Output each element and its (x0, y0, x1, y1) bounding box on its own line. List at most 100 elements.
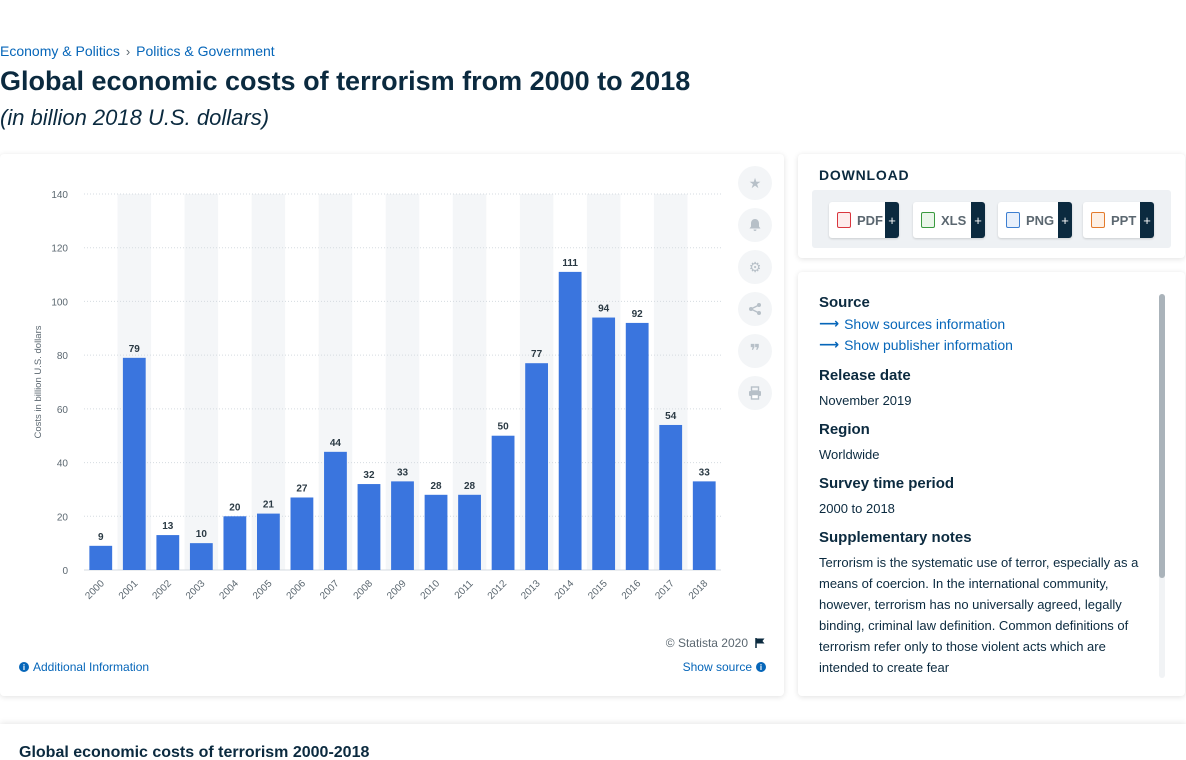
release-value: November 2019 (819, 393, 912, 408)
related-card: Global economic costs of terrorism 2000-… (0, 724, 1186, 760)
share-button[interactable] (738, 292, 772, 326)
settings-button[interactable]: ⚙ (738, 250, 772, 284)
notes-heading: Supplementary notes (819, 529, 972, 546)
data-label: 28 (430, 481, 442, 492)
data-label: 44 (330, 438, 342, 449)
info-content[interactable]: Source ⟶ Show sources information ⟶ Show… (819, 294, 1149, 678)
y-axis-label: Costs in billion U.S. dollars (33, 325, 44, 438)
download-pdf-button[interactable]: PDF + (829, 202, 899, 238)
y-tick-label: 120 (51, 244, 68, 255)
data-label: 27 (296, 483, 308, 494)
page-title: Global economic costs of terrorism from … (0, 66, 691, 96)
share-icon (749, 303, 761, 315)
data-label: 50 (498, 422, 510, 433)
x-tick-label: 2004 (217, 578, 241, 602)
download-pdf-label: PDF (857, 212, 883, 228)
release-heading: Release date (819, 367, 911, 384)
bar (122, 357, 146, 570)
notes-value: Terrorism is the systematic use of terro… (819, 555, 1139, 675)
download-bar: PDF + XLS + PNG + PPT + (812, 190, 1171, 248)
data-label: 77 (531, 349, 543, 360)
y-tick-label: 40 (57, 459, 69, 470)
page-subtitle: (in billion 2018 U.S. dollars) (0, 105, 270, 130)
show-publisher-link[interactable]: ⟶ Show publisher information (819, 336, 1149, 353)
xls-file-icon (921, 212, 935, 228)
bar (324, 451, 347, 570)
breadcrumb-politics-government[interactable]: Politics & Government (136, 43, 275, 59)
plus-icon: + (1058, 202, 1072, 238)
region-value: Worldwide (819, 447, 880, 462)
bar (625, 322, 649, 570)
breadcrumb: Economy & Politics › Politics & Governme… (0, 43, 275, 59)
survey-heading: Survey time period (819, 475, 955, 492)
x-tick-label: 2018 (687, 578, 711, 602)
data-label: 79 (129, 344, 141, 355)
bar (659, 424, 683, 570)
x-tick-label: 2000 (83, 578, 107, 602)
data-label: 10 (196, 529, 208, 540)
info-icon: i (19, 662, 29, 672)
x-tick-label: 2015 (586, 578, 610, 602)
y-tick-label: 0 (62, 566, 68, 577)
info-scrollbar[interactable] (1159, 294, 1165, 678)
breadcrumb-separator: › (125, 43, 131, 59)
star-icon: ★ (748, 174, 762, 191)
download-png-button[interactable]: PNG + (998, 202, 1072, 238)
plus-icon: + (885, 202, 899, 238)
info-icon: i (756, 662, 766, 672)
gear-icon: ⚙ (748, 258, 762, 275)
show-source-link[interactable]: Show source i (683, 660, 766, 674)
y-tick-label: 100 (51, 297, 68, 308)
column-stripe (251, 194, 286, 570)
additional-info-link[interactable]: i Additional Information (19, 660, 149, 674)
x-tick-label: 2006 (285, 578, 309, 602)
pdf-file-icon (837, 212, 851, 228)
x-tick-label: 2007 (318, 578, 342, 602)
show-publisher-label: Show publisher information (844, 336, 1013, 353)
data-label: 21 (263, 500, 275, 511)
y-tick-label: 140 (51, 190, 68, 201)
download-ppt-button[interactable]: PPT + (1083, 202, 1154, 238)
source-heading: Source (819, 294, 870, 311)
bar (491, 435, 515, 570)
bar (156, 535, 180, 570)
flag-icon[interactable] (754, 637, 766, 649)
data-label: 94 (598, 304, 610, 315)
x-tick-label: 2012 (486, 578, 510, 602)
data-label: 32 (363, 470, 375, 481)
bar (256, 513, 280, 570)
favorite-button[interactable]: ★ (738, 166, 772, 200)
show-sources-link[interactable]: ⟶ Show sources information (819, 315, 1149, 332)
bar (424, 494, 448, 570)
breadcrumb-economy-politics[interactable]: Economy & Politics (0, 43, 120, 59)
download-title: DOWNLOAD (819, 167, 910, 183)
download-png-label: PNG (1026, 212, 1055, 228)
print-button[interactable] (738, 376, 772, 410)
data-label: 111 (562, 258, 578, 269)
x-tick-label: 2008 (352, 578, 376, 602)
bar (558, 271, 582, 570)
download-ppt-label: PPT (1111, 212, 1137, 228)
x-tick-label: 2017 (653, 578, 677, 602)
notification-button[interactable] (738, 208, 772, 242)
bar (391, 481, 414, 570)
y-tick-label: 20 (57, 512, 69, 523)
bell-icon (749, 219, 761, 231)
download-card: DOWNLOAD PDF + XLS + PNG + PPT + (798, 154, 1185, 258)
data-label: 54 (665, 411, 677, 422)
show-sources-label: Show sources information (844, 315, 1006, 332)
cite-button[interactable]: ❞ (738, 334, 772, 368)
x-tick-label: 2014 (553, 578, 577, 602)
x-tick-label: 2013 (519, 578, 543, 602)
y-tick-label: 80 (57, 351, 69, 362)
info-scrollbar-thumb[interactable] (1159, 294, 1165, 578)
x-tick-label: 2002 (150, 578, 174, 602)
download-xls-button[interactable]: XLS + (913, 202, 985, 238)
data-label: 33 (397, 467, 409, 478)
download-xls-label: XLS (941, 212, 967, 228)
column-stripe (184, 194, 219, 570)
survey-value: 2000 to 2018 (819, 501, 895, 516)
x-tick-label: 2005 (251, 578, 275, 602)
data-label: 28 (464, 481, 476, 492)
print-icon (749, 386, 761, 400)
